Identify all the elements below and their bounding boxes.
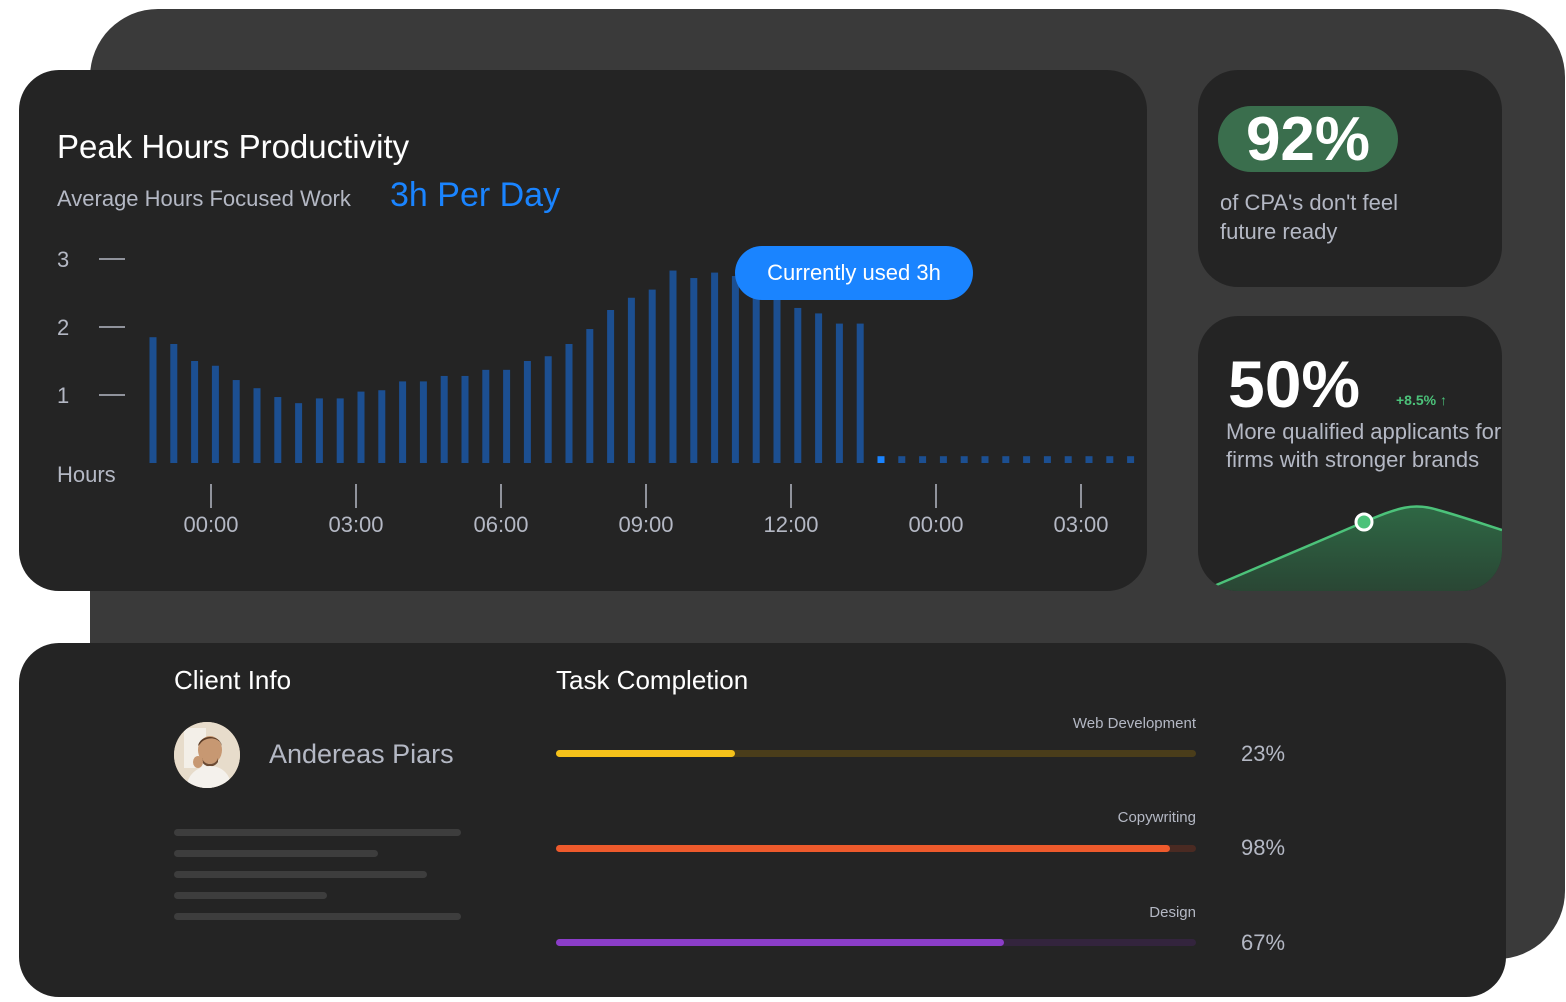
- x-tick-label: 00:00: [183, 512, 238, 537]
- task-label-web-development: Web Development: [1072, 715, 1196, 732]
- y-tick-label: 3: [57, 247, 69, 272]
- trend-area: [1214, 506, 1502, 591]
- task-fill: [556, 750, 736, 757]
- chart-bar: [523, 361, 531, 463]
- chart-bar: [565, 344, 573, 463]
- current-usage-tooltip: Currently used 3h: [735, 246, 973, 300]
- x-tick-label: 03:00: [1053, 512, 1108, 537]
- chart-bar: [690, 278, 698, 463]
- chart-bar: [503, 369, 511, 463]
- chart-bar: [856, 323, 864, 463]
- chart-bar: [149, 337, 157, 463]
- applicants-stat-text: More qualified applicants for firms with…: [1226, 419, 1502, 472]
- y-tick-label: 1: [57, 383, 69, 408]
- placeholder-line: [174, 892, 327, 899]
- trend-line: [1213, 505, 1502, 588]
- chart-bar: [627, 297, 635, 463]
- chart-bar: [482, 369, 490, 463]
- chart-bar: [232, 380, 240, 463]
- chart-bar: [1023, 456, 1031, 463]
- client-info-title: Client Info: [174, 665, 292, 695]
- y-axis-label: Hours: [57, 462, 116, 487]
- chart-bar: [898, 456, 906, 463]
- task-label-copywriting: Copywriting: [1117, 809, 1196, 826]
- applicants-stat-change: +8.5% ↑: [1396, 392, 1447, 408]
- placeholder-line: [174, 913, 461, 920]
- chart-bar: [1002, 456, 1010, 463]
- chart-bar: [1127, 456, 1135, 463]
- chart-bar: [170, 344, 178, 463]
- chart-bar: [1085, 456, 1093, 463]
- y-tick-label: 2: [57, 315, 69, 340]
- chart-bar: [544, 356, 552, 463]
- chart-bar: [440, 375, 448, 463]
- chart-bar: [357, 391, 365, 463]
- chart-bar: [399, 381, 407, 463]
- chart-bar: [835, 323, 843, 463]
- chart-bar: [1043, 456, 1051, 463]
- chart-bar: [607, 310, 615, 463]
- chart-bar: [919, 456, 927, 463]
- chart-bar: [295, 403, 303, 463]
- placeholder-line: [174, 850, 378, 857]
- applicants-stat-value: 50%: [1228, 347, 1361, 421]
- chart-bar: [211, 365, 219, 463]
- cpa-stat-card: 92% of CPA's don't feel future ready: [1198, 70, 1502, 287]
- chart-bar: [731, 276, 739, 463]
- chart-bar: [315, 398, 323, 463]
- chart-bar: [336, 398, 344, 463]
- chart-bar: [274, 397, 282, 463]
- task-progress-copywriting: [556, 845, 1196, 852]
- client-name: Andereas Piars: [269, 739, 454, 769]
- placeholder-line: [174, 829, 461, 836]
- chart-bar: [752, 293, 760, 463]
- task-label-design: Design: [1149, 904, 1196, 921]
- chart-bar: [419, 381, 427, 463]
- applicants-stat-card: 50% +8.5% ↑ More qualified applicants fo…: [1198, 316, 1502, 591]
- x-tick-label: 03:00: [328, 512, 383, 537]
- chart-bar: [586, 329, 594, 463]
- client-task-card: Client Info Andereas Piars Task Completi…: [19, 643, 1506, 997]
- peak-hours-card: Peak Hours Productivity Average Hours Fo…: [19, 70, 1147, 591]
- chart-bar: [939, 456, 947, 463]
- chart-bar: [960, 456, 968, 463]
- chart-bar: [1064, 456, 1072, 463]
- chart-bar: [773, 298, 781, 463]
- placeholder-line: [174, 871, 427, 878]
- peak-hours-highlight: 3h Per Day: [390, 176, 561, 214]
- cpa-stat-value: 92%: [1218, 105, 1398, 174]
- task-progress-web-development: [556, 750, 1196, 757]
- chart-bar: [461, 375, 469, 463]
- chart-bar: [253, 388, 261, 463]
- chart-bar: [877, 456, 885, 463]
- x-tick-label: 09:00: [618, 512, 673, 537]
- task-completion-title: Task Completion: [556, 665, 749, 695]
- cpa-stat-text: of CPA's don't feel future ready: [1220, 190, 1398, 244]
- chart-bar: [981, 456, 989, 463]
- x-tick-label: 12:00: [763, 512, 818, 537]
- trend-point: [1354, 512, 1374, 532]
- chart-bar: [711, 272, 719, 463]
- chart-bar: [648, 289, 656, 463]
- chart-bar: [1106, 456, 1114, 463]
- task-progress-design: [556, 939, 1196, 946]
- task-percent-web-development: 23%: [1241, 741, 1286, 766]
- chart-bar: [669, 270, 677, 463]
- task-percent-design: 67%: [1241, 930, 1286, 955]
- chart-bar: [815, 313, 823, 463]
- trend-chart: [1213, 505, 1502, 591]
- peak-hours-chart: 3 2 1 Hours 00:00 03:00 06:00 09:00 12:00 00:00 03…: [57, 247, 1135, 537]
- peak-hours-title: Peak Hours Productivity: [57, 128, 410, 165]
- chart-bar: [191, 361, 199, 463]
- x-tick-label: 00:00: [908, 512, 963, 537]
- client-avatar[interactable]: [174, 722, 240, 788]
- task-fill: [556, 939, 1004, 946]
- task-fill: [556, 845, 1171, 852]
- peak-hours-subtitle: Average Hours Focused Work: [57, 186, 351, 211]
- task-percent-copywriting: 98%: [1241, 835, 1286, 860]
- x-tick-label: 06:00: [473, 512, 528, 537]
- chart-bar: [378, 390, 386, 463]
- chart-bar: [794, 307, 802, 463]
